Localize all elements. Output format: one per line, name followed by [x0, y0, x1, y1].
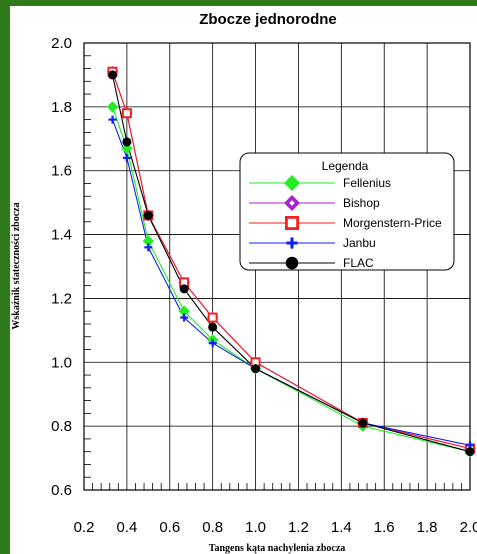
- legend-label: Bishop: [343, 196, 380, 210]
- y-tick-label: 1.2: [51, 290, 72, 307]
- y-tick-label: 1.4: [51, 227, 72, 244]
- legend: Legenda Fellenius Bishop Morgenstern-Price…: [239, 152, 455, 271]
- y-minor-ticks: [84, 55, 91, 478]
- legend-marker: [286, 237, 298, 249]
- data-point-janbu: [144, 243, 153, 252]
- top-band: [0, 0, 477, 10]
- series-line-fellenius: [111, 106, 471, 453]
- data-point-janbu: [108, 115, 117, 124]
- y-tick-label: 2.0: [51, 35, 72, 52]
- y-tick-label: 1.6: [51, 163, 72, 180]
- series-lines: [111, 71, 471, 453]
- series-markers: [106, 66, 476, 458]
- data-point-flac: [251, 364, 261, 374]
- y-tick-label: 0.8: [51, 418, 72, 435]
- data-point-flac: [179, 284, 189, 294]
- legend-title: Legenda: [322, 159, 369, 173]
- series-line-flac: [111, 74, 471, 453]
- data-point-flac: [122, 137, 132, 147]
- data-point-morgenstern-price: [207, 312, 218, 323]
- y-axis-label: Wskaźnik stateczności zbocza: [11, 202, 22, 329]
- y-tick-label: 1.0: [51, 354, 72, 371]
- chart-title: Zbocze jednorodne: [199, 11, 337, 28]
- y-tick-label: 1.8: [51, 99, 72, 116]
- y-tick-label: 0.6: [51, 482, 72, 499]
- legend-marker: [285, 216, 300, 231]
- data-point-janbu: [208, 339, 217, 348]
- data-point-fellenius: [121, 142, 133, 155]
- x-tick-label: 1.8: [417, 519, 438, 536]
- legend-marker: [285, 256, 299, 270]
- x-tick-label: 1.6: [374, 519, 395, 536]
- x-tick-labels: 0.2 0.4 0.6 0.8 1.0 1.2 1.4 1.6 1.8 2.0: [74, 519, 477, 536]
- legend-marker: [284, 175, 300, 191]
- x-tick-label: 2.0: [460, 519, 477, 536]
- legend-label: Janbu: [343, 236, 376, 250]
- plot-border: [83, 42, 471, 491]
- x-tick-label: 0.2: [74, 519, 95, 536]
- legend-label: FLAC: [343, 256, 374, 270]
- x-tick-label: 0.8: [202, 519, 223, 536]
- data-point-flac: [208, 322, 218, 332]
- data-point-flac: [465, 447, 475, 457]
- x-minor-ticks: [92, 483, 462, 490]
- x-tick-label: 0.4: [116, 519, 137, 536]
- x-tick-label: 0.6: [159, 519, 180, 536]
- data-point-janbu: [122, 153, 131, 162]
- data-point-janbu: [180, 313, 189, 322]
- data-point-flac: [143, 210, 153, 220]
- legend-marker: [284, 195, 300, 211]
- data-point-fellenius: [106, 101, 119, 113]
- series-line-morgenstern-price: [111, 71, 471, 450]
- data-point-flac: [358, 418, 368, 428]
- data-point-flac: [108, 70, 118, 80]
- x-tick-label: 1.2: [288, 519, 309, 536]
- y-tick-labels: 0.6 0.8 1.0 1.2 1.4 1.6 1.8 2.0: [51, 35, 72, 499]
- legend-label: Morgenstern-Price: [343, 216, 442, 230]
- x-tick-label: 1.0: [245, 519, 266, 536]
- legend-label: Fellenius: [343, 176, 391, 190]
- x-tick-label: 1.4: [331, 519, 352, 536]
- x-axis-label: Tangens kąta nachylenia zbocza: [209, 543, 346, 554]
- data-point-morgenstern-price: [121, 108, 132, 119]
